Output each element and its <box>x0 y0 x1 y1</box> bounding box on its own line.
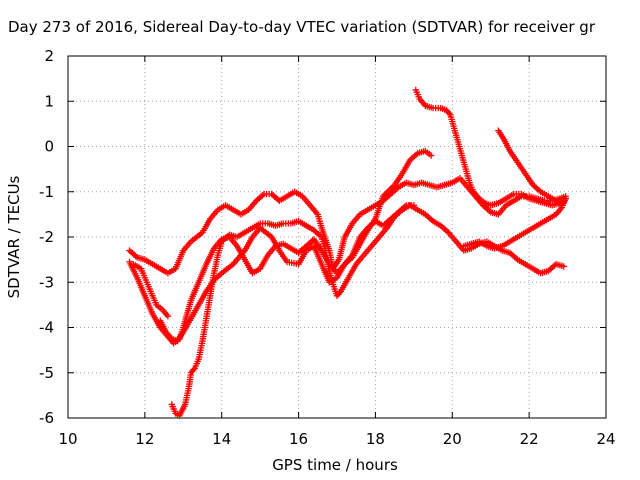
y-tick-label: -5 <box>39 364 54 382</box>
x-axis-ticks: 10 12 14 16 18 20 22 24 <box>58 56 616 448</box>
y-tick-label: 2 <box>44 47 54 65</box>
chart-title: Day 273 of 2016, Sidereal Day-to-day VTE… <box>8 18 595 36</box>
data-point-marker <box>460 242 468 250</box>
x-tick-label: 22 <box>520 430 539 448</box>
data-point-marker <box>164 312 172 320</box>
grid-lines <box>68 56 606 418</box>
x-tick-label: 16 <box>289 430 308 448</box>
data-point-marker <box>560 263 567 270</box>
y-tick-label: -3 <box>39 273 54 291</box>
series-track-5 <box>412 86 569 209</box>
y-tick-label: -4 <box>39 319 54 337</box>
series-track-7 <box>130 260 172 320</box>
y-axis-label: SDTVAR / TECUs <box>5 175 23 299</box>
data-point-marker <box>427 152 435 159</box>
series-track-3 <box>168 202 567 419</box>
y-tick-label: -1 <box>39 183 54 201</box>
data-point-marker <box>410 202 418 209</box>
y-tick-label: -6 <box>39 409 54 427</box>
x-tick-label: 10 <box>58 430 77 448</box>
x-tick-label: 12 <box>135 430 154 448</box>
y-axis-ticks: 2 1 0 -1 -2 -3 -4 -5 -6 <box>39 47 606 427</box>
series-track-1 <box>126 174 569 277</box>
x-tick-label: 24 <box>596 430 615 448</box>
series-track-4 <box>157 202 418 345</box>
x-tick-label: 20 <box>443 430 462 448</box>
data-points <box>126 86 569 419</box>
x-axis-label: GPS time / hours <box>272 456 398 474</box>
x-tick-label: 18 <box>366 430 385 448</box>
y-tick-label: 1 <box>44 92 54 110</box>
x-tick-label: 14 <box>212 430 231 448</box>
series-track-6 <box>460 127 569 252</box>
y-tick-label: 0 <box>44 138 54 156</box>
y-tick-label: -2 <box>39 228 54 246</box>
